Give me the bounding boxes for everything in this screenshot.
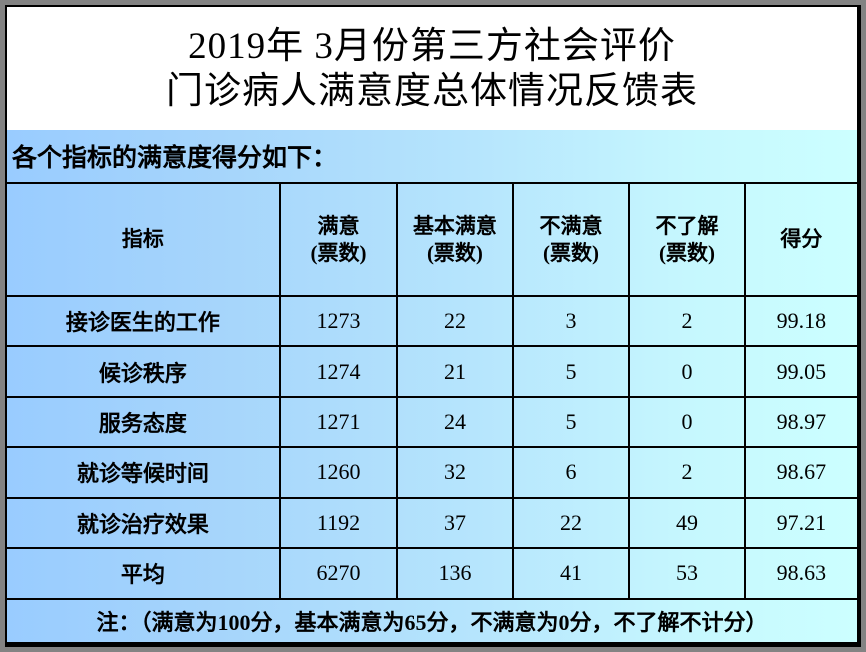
row-indicator: 平均 [7, 547, 281, 600]
col-header-sublabel: (票数) [658, 240, 715, 265]
table-row: 就诊等候时间 1260 32 6 2 98.67 [7, 446, 857, 499]
cell-unsatisfied: 6 [511, 446, 631, 499]
col-header-label: 不满意 [539, 213, 603, 238]
cell-basically-satisfied: 32 [396, 446, 514, 499]
cell-satisfied: 1271 [278, 395, 399, 449]
cell-score: 98.63 [743, 547, 857, 600]
cell-satisfied: 1192 [278, 496, 399, 550]
title-line-1: 2019年 3月份第三方社会评价 [188, 25, 676, 67]
scoring-note: 注：（满意为100分，基本满意为65分，不满意为0分，不了解不计分） [7, 597, 857, 642]
cell-basically-satisfied: 21 [396, 345, 514, 398]
cell-score: 99.18 [743, 294, 857, 348]
satisfaction-table: 指标 满意 (票数) 基本满意 (票数) 不满意 (票数) [7, 182, 857, 642]
cell-unknown: 0 [628, 345, 746, 398]
cell-unsatisfied: 22 [511, 496, 631, 550]
table-row-average: 平均 6270 136 41 53 98.63 [7, 547, 857, 600]
cell-satisfied: 6270 [278, 547, 399, 600]
col-header-satisfied: 满意 (票数) [278, 182, 399, 297]
cell-unknown: 2 [628, 294, 746, 348]
slide-body: 各个指标的满意度得分如下： 指标 满意 (票数) [7, 130, 857, 642]
cell-unknown: 2 [628, 446, 746, 499]
cell-unknown: 0 [628, 395, 746, 449]
col-header-sublabel: (票数) [310, 240, 367, 265]
row-indicator: 接诊医生的工作 [7, 294, 281, 348]
subtitle: 各个指标的满意度得分如下： [12, 145, 338, 172]
cell-unknown: 53 [628, 547, 746, 600]
table-note-row: 注：（满意为100分，基本满意为65分，不满意为0分，不了解不计分） [7, 597, 857, 642]
table-header-row: 指标 满意 (票数) 基本满意 (票数) 不满意 (票数) [7, 182, 857, 297]
cell-satisfied: 1273 [278, 294, 399, 348]
cell-satisfied: 1260 [278, 446, 399, 499]
cell-unsatisfied: 41 [511, 547, 631, 600]
col-header-sublabel: (票数) [426, 240, 483, 265]
col-header-label: 基本满意 [412, 213, 497, 238]
cell-basically-satisfied: 136 [396, 547, 514, 600]
cell-satisfied: 1274 [278, 345, 399, 398]
table-row: 服务态度 1271 24 5 0 98.97 [7, 395, 857, 449]
slide-frame: 2019年 3月份第三方社会评价 门诊病人满意度总体情况反馈表 各个指标的满意度… [5, 5, 861, 647]
col-header-label: 指标 [121, 227, 164, 251]
col-header-basically-satisfied: 基本满意 (票数) [396, 182, 514, 297]
cell-unsatisfied: 3 [511, 294, 631, 348]
cell-unsatisfied: 5 [511, 395, 631, 449]
cell-unsatisfied: 5 [511, 345, 631, 398]
cell-unknown: 49 [628, 496, 746, 550]
row-indicator: 就诊治疗效果 [7, 496, 281, 550]
cell-basically-satisfied: 22 [396, 294, 514, 348]
col-header-unsatisfied: 不满意 (票数) [511, 182, 631, 297]
col-header-unknown: 不了解 (票数) [628, 182, 746, 297]
col-header-label: 得分 [780, 227, 823, 251]
cell-basically-satisfied: 24 [396, 395, 514, 449]
cell-score: 98.67 [743, 446, 857, 499]
col-header-label: 满意 [317, 213, 360, 238]
col-header-indicator: 指标 [7, 182, 281, 297]
col-header-sublabel: (票数) [542, 240, 599, 265]
table-row: 候诊秩序 1274 21 5 0 99.05 [7, 345, 857, 398]
table-row: 就诊治疗效果 1192 37 22 49 97.21 [7, 496, 857, 550]
row-indicator: 服务态度 [7, 395, 281, 449]
table-row: 接诊医生的工作 1273 22 3 2 99.18 [7, 294, 857, 348]
cell-score: 97.21 [743, 496, 857, 550]
title-line-2: 门诊病人满意度总体情况反馈表 [166, 70, 698, 112]
cell-basically-satisfied: 37 [396, 496, 514, 550]
col-header-label: 不了解 [655, 213, 719, 238]
cell-score: 98.97 [743, 395, 857, 449]
row-indicator: 就诊等候时间 [7, 446, 281, 499]
slide-title: 2019年 3月份第三方社会评价 门诊病人满意度总体情况反馈表 [7, 7, 857, 130]
row-indicator: 候诊秩序 [7, 345, 281, 398]
col-header-score: 得分 [743, 182, 857, 297]
cell-score: 99.05 [743, 345, 857, 398]
